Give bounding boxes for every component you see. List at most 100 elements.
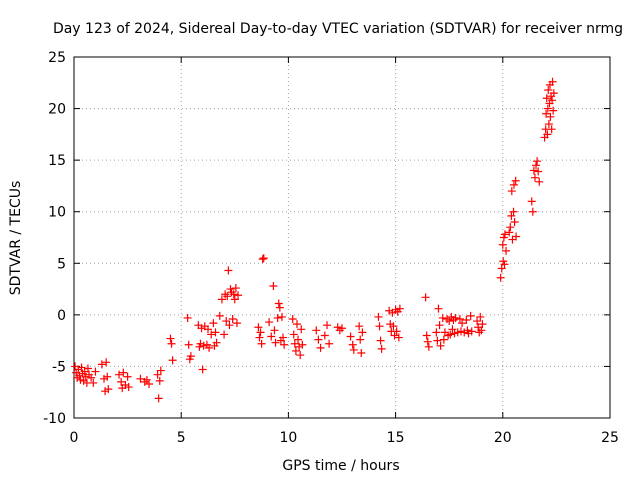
data-point (376, 336, 385, 345)
data-point (374, 312, 383, 321)
data-point (529, 166, 538, 175)
data-point (265, 318, 274, 327)
data-point (298, 340, 307, 349)
data-point (394, 333, 403, 342)
data-point (542, 109, 551, 118)
data-point (510, 218, 519, 227)
data-point (530, 173, 539, 182)
data-point (209, 319, 218, 328)
data-point (451, 313, 460, 322)
axis-ticks (73, 56, 611, 419)
data-point (325, 339, 334, 348)
data-point (338, 324, 346, 333)
data-point (533, 157, 542, 166)
data-point (257, 339, 266, 348)
data-point (103, 372, 112, 381)
data-point (312, 326, 321, 335)
data-point (544, 86, 553, 95)
data-point (423, 337, 432, 346)
data-point (115, 370, 124, 379)
data-point (507, 211, 516, 220)
data-point (205, 343, 214, 352)
data-point (155, 376, 164, 385)
data-point (505, 228, 514, 237)
data-point (348, 340, 357, 349)
data-point (102, 358, 111, 367)
data-point (509, 207, 518, 216)
y-axis-label: SDTVAR / TECUs (8, 181, 24, 296)
data-point (136, 374, 145, 383)
data-point (507, 187, 516, 196)
data-point (389, 322, 398, 331)
data-point (395, 304, 404, 313)
data-point (549, 89, 558, 98)
data-point (183, 313, 192, 322)
data-point (269, 281, 278, 290)
data-point (255, 333, 264, 342)
data-point (543, 130, 552, 139)
data-point (543, 104, 552, 113)
data-point (168, 356, 177, 365)
x-tick-label: 20 (494, 430, 512, 446)
data-point (154, 394, 163, 403)
data-point (477, 326, 486, 335)
data-point (145, 379, 154, 388)
data-point (346, 332, 355, 341)
data-point (528, 207, 537, 216)
data-point (77, 363, 86, 372)
chart-title: Day 123 of 2024, Sidereal Day-to-day VTE… (53, 21, 623, 37)
y-tick-label: 5 (57, 256, 66, 272)
data-point (279, 333, 288, 342)
data-point (434, 304, 443, 313)
data-point (547, 125, 556, 134)
data-point (476, 312, 485, 321)
data-point (258, 255, 267, 264)
data-point (225, 321, 234, 330)
x-tick-label: 5 (177, 430, 186, 446)
data-point (232, 319, 241, 328)
data-point (119, 368, 128, 377)
y-tick-label: 25 (48, 50, 66, 66)
data-point (478, 320, 487, 329)
data-point (124, 383, 133, 392)
data-point (357, 349, 366, 358)
data-point (207, 330, 216, 339)
x-tick-label: 15 (387, 430, 405, 446)
x-tick-label: 10 (279, 430, 297, 446)
data-point (446, 330, 455, 339)
data-point (424, 342, 433, 351)
data-point (320, 331, 329, 340)
data-point (254, 323, 263, 332)
data-point (271, 338, 280, 347)
data-point (548, 96, 557, 105)
data-point (473, 317, 482, 326)
data-point (500, 260, 509, 269)
data-point (166, 334, 175, 343)
data-point (497, 264, 506, 273)
data-point (546, 112, 555, 121)
data-point (500, 230, 509, 239)
data-point (498, 240, 507, 249)
data-point (527, 197, 536, 206)
data-point (349, 345, 358, 354)
data-point (270, 326, 279, 335)
data-point (273, 313, 282, 322)
data-point (511, 176, 520, 185)
data-point (184, 340, 193, 349)
data-point (198, 365, 207, 374)
data-point (439, 335, 448, 344)
grid-lines (74, 57, 610, 418)
data-point (542, 94, 551, 103)
data-point (422, 331, 431, 340)
data-point (167, 339, 176, 348)
data-point (223, 292, 232, 301)
data-point (222, 317, 231, 326)
data-point (535, 177, 544, 186)
data-point (548, 77, 557, 86)
data-point (267, 332, 276, 341)
data-point (496, 273, 505, 282)
data-point (83, 364, 92, 373)
data-point (294, 335, 303, 344)
data-point (274, 299, 283, 308)
